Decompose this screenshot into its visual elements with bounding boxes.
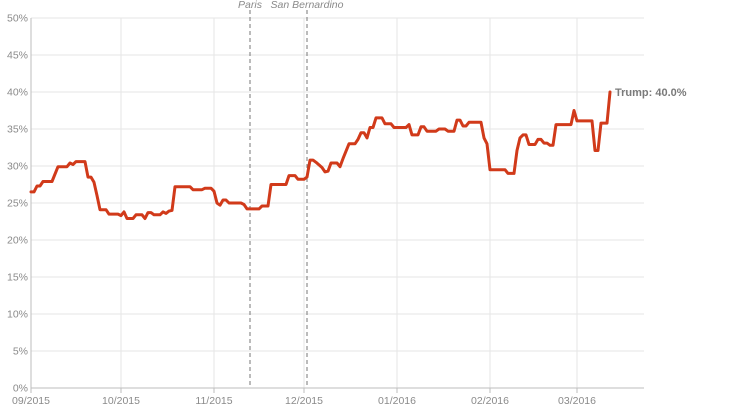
y-tick-label: 15% [7,272,28,284]
x-tick-label: 10/2015 [102,395,140,407]
x-tick-label: 11/2015 [195,395,232,407]
x-tick-label: 01/2016 [378,395,416,407]
grid [30,17,644,389]
y-tick-label: 25% [7,198,28,210]
event-label: Paris [238,0,263,11]
series-line-trump [29,90,612,220]
event-markers: Paris San Bernardino [238,0,344,388]
x-tick-label: 12/2015 [285,395,323,407]
y-tick-label: 45% [7,50,28,62]
x-tick-label: 03/2016 [558,395,596,407]
x-tick-label: 02/2016 [471,395,509,407]
series-end-label: Trump: 40.0% [615,87,687,99]
y-tick-label: 20% [7,235,28,247]
y-tick-label: 35% [7,124,28,136]
series-layer [29,90,612,220]
y-tick-label: 40% [7,87,28,99]
y-tick-label: 0% [13,383,28,395]
labels: Trump: 40.0% [615,87,687,99]
axes: 0% 5% 10% 15% 20% 25% 30% 35% 40% 45% 50% 09/2015 10… [7,13,644,407]
y-tick-label: 30% [7,161,28,173]
y-tick-label: 10% [7,309,28,321]
y-tick-label: 50% [7,13,28,25]
event-label: San Bernardino [271,0,344,11]
y-tick-label: 5% [13,346,28,358]
x-tick-label: 09/2015 [12,395,50,407]
